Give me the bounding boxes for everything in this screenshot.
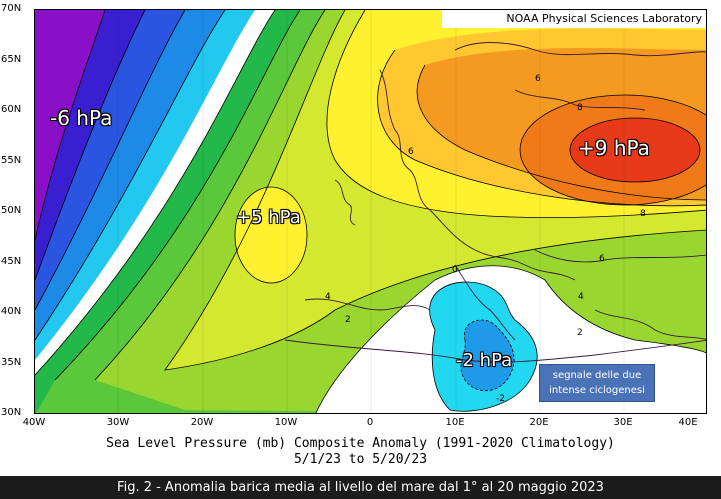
lon-tick-label: 40E — [678, 417, 698, 428]
coastlines — [284, 42, 706, 363]
lon-tick-label: 20E — [529, 417, 549, 428]
contour-label: 2 — [345, 315, 351, 325]
lat-tick-label: 30N — [1, 407, 22, 418]
callout-line: segnale delle due — [552, 370, 642, 381]
contour-label: 6 — [535, 74, 541, 84]
low-italy-inner — [460, 320, 515, 391]
lat-tick-label: 45N — [1, 256, 22, 267]
contour-label: 6 — [599, 254, 605, 264]
lon-tick-label: 10E — [445, 417, 465, 428]
anomaly-label-low-atlantic: -6 hPa — [50, 106, 113, 130]
lon-tick-label: 40W — [22, 417, 46, 428]
source-label: NOAA Physical Sciences Laboratory — [442, 10, 706, 28]
anomaly-label-low-italy: -2 hPa — [456, 350, 513, 371]
anomaly-label-high-atlantic: +5 hPa — [236, 207, 301, 228]
contour-label: 8 — [577, 103, 583, 113]
lon-tick-label: 20W — [190, 417, 214, 428]
lat-tick-label: 55N — [1, 155, 22, 166]
contour-label: 6 — [408, 147, 414, 157]
lon-tick-label: 30E — [613, 417, 633, 428]
contour-lines — [35, 10, 706, 413]
callout-line: intense ciclogenesi — [549, 385, 645, 396]
contour-label: 8 — [640, 209, 646, 219]
cyclogenesis-callout: segnale delle due intense ciclogenesi — [539, 364, 655, 402]
lon-tick-label: 30W — [106, 417, 130, 428]
contour-label: 4 — [325, 292, 331, 302]
contour-label: 0 — [452, 265, 458, 275]
lon-tick-label: 0 — [366, 417, 374, 428]
lon-tick-label: 10W — [274, 417, 298, 428]
pressure-anomaly-map: 6 8 6 8 6 4 2 4 2 0 -2 — [34, 9, 707, 414]
contour-label: 2 — [577, 328, 583, 338]
map-caption-dates: 5/1/23 to 5/20/23 — [293, 452, 428, 467]
contour-label: 4 — [578, 292, 584, 302]
graticule — [117, 10, 625, 413]
lat-tick-label: 60N — [1, 104, 22, 115]
anomaly-field: 6 8 6 8 6 4 2 4 2 0 -2 — [35, 10, 706, 413]
lat-tick-label: 35N — [1, 357, 22, 368]
lat-tick-label: 40N — [1, 306, 22, 317]
band-pos9 — [570, 118, 700, 182]
figure-caption: Fig. 2 - Anomalia barica media al livell… — [0, 476, 721, 499]
anomaly-label-high-east: +9 hPa — [578, 136, 650, 160]
high-atlantic-blob — [235, 187, 307, 283]
lat-tick-label: 50N — [1, 205, 22, 216]
map-caption-title: Sea Level Pressure (mb) Composite Anomal… — [106, 436, 615, 451]
lat-tick-label: 65N — [1, 54, 22, 65]
contour-label: -2 — [496, 394, 505, 404]
lat-tick-label: 70N — [1, 3, 22, 14]
